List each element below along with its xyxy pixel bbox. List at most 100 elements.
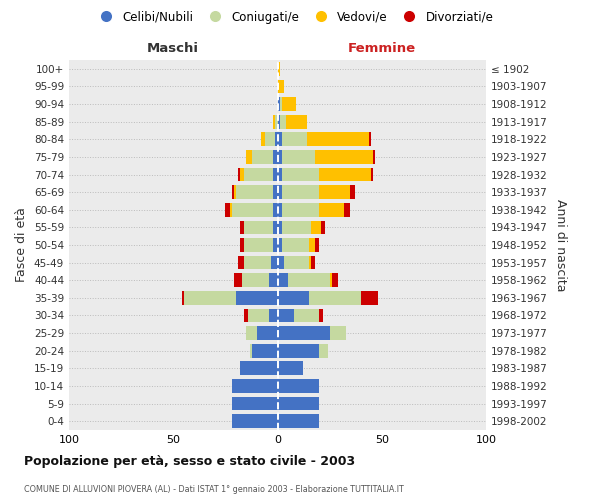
Bar	[184, 291, 277, 304]
Bar	[277, 326, 346, 340]
Bar	[244, 256, 277, 270]
Bar	[277, 308, 323, 322]
Bar	[277, 326, 346, 340]
Bar	[240, 220, 277, 234]
Bar	[277, 238, 319, 252]
Bar	[277, 132, 281, 146]
Bar	[242, 274, 277, 287]
Bar	[277, 186, 350, 199]
Bar	[277, 308, 294, 322]
Bar	[184, 291, 277, 304]
Bar	[277, 168, 281, 181]
Bar	[250, 344, 277, 358]
Bar	[240, 238, 277, 252]
Bar	[232, 414, 277, 428]
Bar	[274, 203, 277, 216]
Y-axis label: Fasce di età: Fasce di età	[16, 208, 28, 282]
Bar	[253, 150, 277, 164]
Bar	[232, 414, 277, 428]
Bar	[277, 256, 284, 270]
Bar	[277, 274, 329, 287]
Bar	[246, 326, 277, 340]
Bar	[275, 115, 277, 128]
Bar	[240, 168, 277, 181]
Bar	[277, 80, 284, 94]
Bar	[277, 220, 325, 234]
Bar	[232, 186, 277, 199]
Bar	[250, 344, 277, 358]
Bar	[277, 150, 315, 164]
Bar	[277, 238, 309, 252]
Bar	[234, 274, 277, 287]
Bar	[277, 396, 319, 410]
Bar	[277, 115, 307, 128]
Bar	[236, 186, 277, 199]
Bar	[277, 115, 280, 128]
Bar	[277, 80, 284, 94]
Bar	[244, 256, 277, 270]
Bar	[277, 203, 319, 216]
Bar	[277, 362, 302, 375]
Bar	[277, 414, 319, 428]
Bar	[261, 132, 277, 146]
Y-axis label: Anni di nascita: Anni di nascita	[554, 198, 567, 291]
Bar	[277, 274, 338, 287]
Bar	[277, 220, 281, 234]
Bar	[274, 186, 277, 199]
Bar	[277, 132, 369, 146]
Bar	[274, 168, 277, 181]
Bar	[246, 150, 277, 164]
Bar	[277, 256, 311, 270]
Bar	[238, 256, 277, 270]
Bar	[242, 274, 277, 287]
Bar	[232, 379, 277, 393]
Bar	[277, 115, 307, 128]
Bar	[277, 62, 280, 76]
Bar	[232, 414, 277, 428]
Bar	[277, 379, 319, 393]
Bar	[277, 414, 319, 428]
Bar	[240, 362, 277, 375]
Bar	[274, 115, 277, 128]
Bar	[232, 379, 277, 393]
Bar	[277, 238, 281, 252]
Bar	[277, 62, 280, 76]
Bar	[277, 168, 319, 181]
Bar	[277, 291, 361, 304]
Bar	[240, 362, 277, 375]
Bar	[277, 97, 296, 111]
Bar	[277, 115, 286, 128]
Bar	[277, 291, 309, 304]
Bar	[277, 97, 281, 111]
Bar	[226, 203, 277, 216]
Bar	[277, 97, 280, 111]
Bar	[277, 379, 319, 393]
Bar	[277, 186, 319, 199]
Bar	[277, 344, 319, 358]
Bar	[277, 379, 319, 393]
Bar	[248, 308, 277, 322]
Legend: Celibi/Nubili, Coniugati/e, Vedovi/e, Divorziati/e: Celibi/Nubili, Coniugati/e, Vedovi/e, Di…	[90, 6, 498, 28]
Bar	[275, 132, 277, 146]
Bar	[277, 186, 355, 199]
Bar	[277, 414, 319, 428]
Bar	[277, 379, 319, 393]
Bar	[244, 220, 277, 234]
Bar	[232, 396, 277, 410]
Bar	[277, 132, 371, 146]
Bar	[277, 344, 328, 358]
Bar	[238, 168, 277, 181]
Bar	[277, 274, 288, 287]
Bar	[277, 308, 319, 322]
Bar	[277, 414, 319, 428]
Bar	[277, 150, 376, 164]
Bar	[246, 326, 277, 340]
Bar	[250, 344, 277, 358]
Bar	[277, 203, 281, 216]
Bar	[277, 186, 281, 199]
Bar	[182, 291, 277, 304]
Bar	[277, 396, 319, 410]
Bar	[277, 132, 307, 146]
Bar	[277, 396, 319, 410]
Bar	[253, 344, 277, 358]
